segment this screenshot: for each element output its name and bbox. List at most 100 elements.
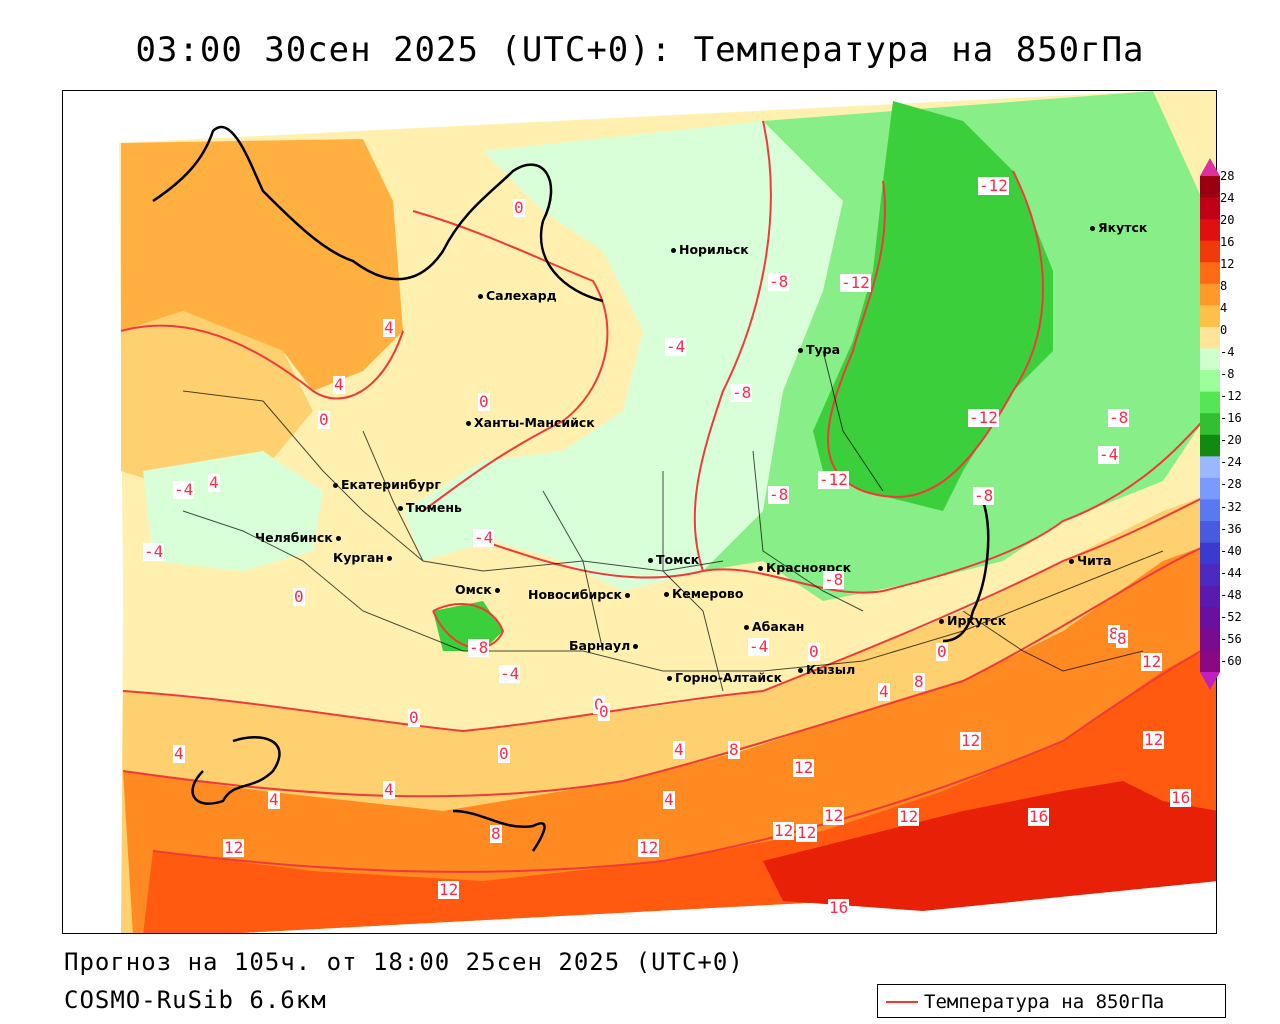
isotherm-value-label: 4 <box>173 744 185 763</box>
city-marker-icon <box>478 294 483 299</box>
map-legend: Температура на 850гПа <box>877 984 1226 1018</box>
isotherm-value-label: -4 <box>173 480 195 499</box>
isotherm-value-label: 0 <box>598 702 610 721</box>
scale-tick-label: 12 <box>1220 257 1235 272</box>
city-gorno-altaysk: Горно-Алтайск <box>667 671 782 685</box>
city-marker-icon <box>648 558 653 563</box>
scale-tick-label: 16 <box>1220 235 1235 250</box>
city-tyumen: Тюмень <box>398 501 462 515</box>
isotherm-value-label: 4 <box>663 790 675 809</box>
scale-tick-label: 4 <box>1220 301 1228 316</box>
scale-top-arrow <box>1200 158 1220 176</box>
isotherm-value-label: 4 <box>333 375 345 394</box>
coastline <box>152 126 990 852</box>
isotherm-value-label: 12 <box>1141 652 1163 671</box>
scale-tick-label: -32 <box>1220 499 1242 514</box>
scale-tick-label: 8 <box>1220 279 1228 294</box>
scale-tick-label: -44 <box>1220 565 1242 580</box>
city-marker-icon <box>671 248 676 253</box>
city-khanty-mansiysk: Ханты-Мансийск <box>466 416 595 430</box>
chart-title: 03:00 30сен 2025 (UTC+0): Температура на… <box>135 30 1145 70</box>
city-salekhard: Салехард <box>478 289 557 303</box>
cold-spot-omsk <box>433 601 503 651</box>
model-name: COSMO-RuSib 6.6км <box>64 986 327 1014</box>
city-marker-icon <box>333 483 338 488</box>
isotherm-value-label: 8 <box>490 824 502 843</box>
isotherm-value-label: 12 <box>960 731 982 750</box>
cold-zone-yakutia <box>813 101 1053 511</box>
isotherm-value-label: 12 <box>773 821 795 840</box>
scale-tick-label: 28 <box>1220 169 1235 183</box>
isotherm-value-label: 12 <box>438 880 460 899</box>
city-ekaterinburg: Екатеринбург <box>333 478 441 492</box>
scale-color-cell <box>1200 628 1220 651</box>
isotherm-value-label: 16 <box>1170 788 1192 807</box>
isotherm-value-label: -8 <box>468 638 490 657</box>
scale-color-cell <box>1200 370 1220 393</box>
scale-tick-label: -28 <box>1220 477 1242 492</box>
isotherm-value-label: 0 <box>513 198 525 217</box>
isotherm-value-label: 16 <box>1028 807 1050 826</box>
isotherm-value-label: 0 <box>478 392 490 411</box>
isotherm-value-label: -8 <box>768 485 790 504</box>
city-chelyabinsk: Челябинск <box>255 531 344 545</box>
city-kurgan: Курган <box>333 551 395 565</box>
isotherm-value-label: 12 <box>823 806 845 825</box>
legend-label: Температура на 850гПа <box>924 991 1165 1013</box>
city-chita: Чита <box>1069 554 1112 568</box>
scale-color-cell <box>1200 521 1220 544</box>
city-yakutsk: Якутск <box>1090 221 1147 235</box>
legend-line-swatch <box>886 1001 918 1003</box>
city-abakan: Абакан <box>744 620 804 634</box>
scale-tick-label: -48 <box>1220 587 1242 602</box>
scale-tick-label: -24 <box>1220 455 1242 470</box>
city-marker-icon <box>494 588 500 593</box>
scale-color-cell <box>1200 650 1220 673</box>
isotherm-value-label: 12 <box>796 823 818 842</box>
scale-tick-label: -8 <box>1220 367 1235 382</box>
scale-tick-label: 24 <box>1220 191 1235 206</box>
isotherm-value-label: -8 <box>731 383 753 402</box>
isotherm-value-label: -4 <box>748 637 770 656</box>
scale-color-cell <box>1200 607 1220 630</box>
city-tomsk: Томск <box>648 553 699 567</box>
scale-color-cell <box>1200 542 1220 565</box>
scale-tick-label: -60 <box>1220 653 1242 668</box>
scale-color-cell <box>1200 413 1220 436</box>
scale-color-cell <box>1200 348 1220 371</box>
isotherm-value-label: 0 <box>808 642 820 661</box>
isotherm-value-label: 8 <box>913 672 925 691</box>
scale-tick-label: -20 <box>1220 433 1242 448</box>
city-marker-icon <box>398 506 403 511</box>
scale-color-cell <box>1200 456 1220 479</box>
isotherm-value-label: 8 <box>1108 624 1120 643</box>
isotherm-value-label: 4 <box>208 473 220 492</box>
city-marker-icon <box>798 348 803 353</box>
isotherm-value-label: -4 <box>665 337 687 356</box>
warm-zone-west <box>121 311 313 491</box>
city-marker-icon <box>744 625 749 630</box>
city-marker-icon <box>386 556 392 561</box>
scale-color-cell <box>1200 197 1220 220</box>
isotherm-value-label: -4 <box>499 664 521 683</box>
isotherm-value-label: -12 <box>978 176 1009 195</box>
scale-tick-label: -4 <box>1220 345 1235 360</box>
temperature-map <box>119 91 1216 933</box>
isotherm-value-label: 0 <box>936 642 948 661</box>
city-marker-icon <box>664 592 669 597</box>
city-norilsk: Норильск <box>671 243 749 257</box>
scale-color-cell <box>1200 219 1220 242</box>
isotherm-value-label: -12 <box>968 408 999 427</box>
isotherm-value-label: -4 <box>143 542 165 561</box>
scale-color-cell <box>1200 391 1220 414</box>
scale-color-cell <box>1200 262 1220 285</box>
isotherm-value-label: -8 <box>823 570 845 589</box>
scale-tick-label: -56 <box>1220 631 1242 646</box>
scale-color-cell <box>1200 283 1220 306</box>
warm-zone-northwest <box>121 139 403 391</box>
city-kemerovo: Кемерово <box>664 587 743 601</box>
city-irkutsk: Иркутск <box>939 614 1006 628</box>
isotherm-value-label: 12 <box>638 838 660 857</box>
scale-color-cell <box>1200 434 1220 457</box>
scale-tick-label: 20 <box>1220 213 1235 228</box>
